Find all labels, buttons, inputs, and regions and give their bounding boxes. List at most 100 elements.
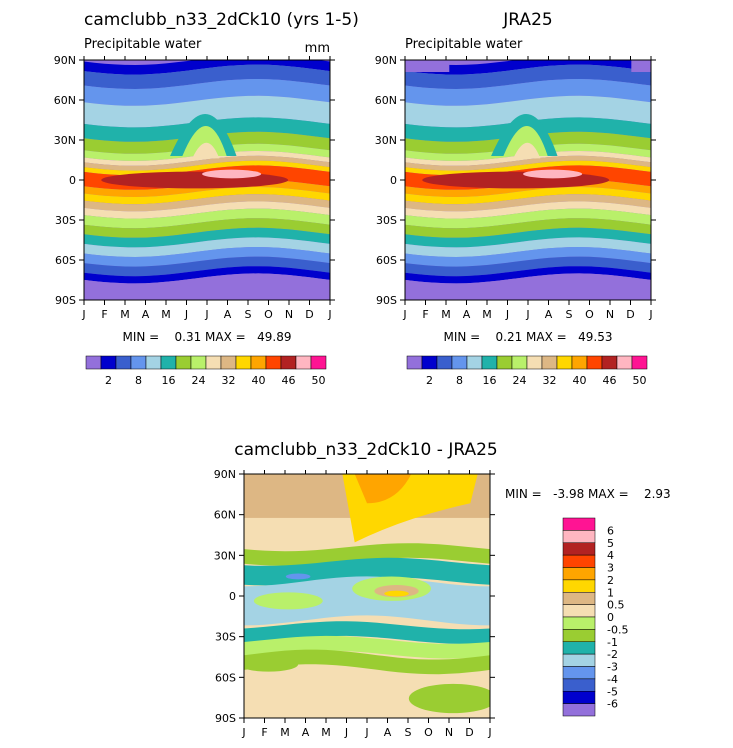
- x-tick-label: A: [463, 308, 471, 321]
- x-tick-label: J: [505, 308, 509, 321]
- colorbar-label: 2: [105, 374, 112, 387]
- y-tick-label: 60S: [215, 671, 236, 684]
- colorbar-swatch: [526, 355, 543, 370]
- polar-cap: [405, 60, 450, 72]
- y-tick-label: 30N: [214, 549, 236, 562]
- obs-title: JRA25: [502, 10, 552, 30]
- colorbar-swatch: [160, 355, 177, 370]
- x-tick-label: A: [142, 308, 150, 321]
- diff-colorbar-swatch: [562, 691, 596, 704]
- precip-band: [84, 79, 330, 106]
- diff-colorbar-label: -6: [607, 698, 618, 711]
- x-tick-label: D: [305, 308, 313, 321]
- colorbar-swatch: [100, 355, 117, 370]
- colorbar-label: 32: [543, 374, 557, 387]
- precip-band: [405, 256, 651, 277]
- x-tick-label: F: [101, 308, 107, 321]
- colorbar-swatch: [310, 355, 327, 370]
- colorbar-swatch: [130, 355, 147, 370]
- y-tick-label: 30S: [55, 214, 76, 227]
- colorbar-swatch: [631, 355, 648, 370]
- obs-minmax: MIN = 0.21 MAX = 49.53: [444, 330, 613, 344]
- precip-band: [405, 187, 651, 205]
- x-tick-label: J: [184, 308, 188, 321]
- diff-band: [244, 649, 490, 675]
- x-tick-label: A: [302, 726, 310, 739]
- diff-colorbar-label: 6: [607, 524, 614, 537]
- obs-panel: JRA25 Precipitable water 90N 60N 30N 0 30S 60…: [375, 10, 656, 344]
- model-title: camclubb_n33_2dCk10 (yrs 1-5): [84, 10, 359, 30]
- y-tick-label: 90S: [215, 712, 236, 725]
- diff-colorbar-label: -5: [607, 685, 618, 698]
- diff-band: [244, 543, 490, 566]
- precip-band: [84, 64, 330, 89]
- diff-colorbar-swatch: [562, 653, 596, 667]
- precip-band: [405, 95, 651, 128]
- colorbar-label: 50: [312, 374, 326, 387]
- colorbar-label: 8: [456, 374, 463, 387]
- diff-colorbar-swatch: [562, 629, 596, 642]
- precip-band: [84, 218, 330, 238]
- colorbar-swatch: [205, 355, 222, 370]
- diff-colorbar-label: -0.5: [607, 623, 628, 636]
- diff-colorbar-swatch: [562, 678, 596, 692]
- x-tick-label: J: [525, 308, 529, 321]
- diff-colorbar-swatch: [562, 666, 596, 680]
- summer-tongue-inner: [503, 126, 548, 156]
- x-tick-label: J: [327, 308, 331, 321]
- colorbar-label: 24: [513, 374, 527, 387]
- colorbar-swatch: [466, 355, 483, 370]
- precip-band: [405, 60, 651, 75]
- x-tick-label: N: [606, 308, 614, 321]
- y-tick-label: 0: [69, 174, 76, 187]
- precip-band: [405, 247, 651, 267]
- colorbar-label: 8: [135, 374, 142, 387]
- diff-band: [244, 621, 490, 644]
- colorbar-label: 16: [483, 374, 497, 387]
- diff-colorbar-label: 2: [607, 574, 614, 587]
- precip-band: [405, 266, 651, 284]
- diff-region: [285, 573, 311, 580]
- x-tick-label: A: [545, 308, 553, 321]
- colorbar-swatch: [115, 355, 132, 370]
- colorbar-label: 40: [252, 374, 266, 387]
- precip-band: [84, 60, 330, 75]
- precip-band: [84, 247, 330, 267]
- x-tick-label: J: [81, 308, 85, 321]
- x-tick-label: O: [585, 308, 594, 321]
- precip-band: [84, 256, 330, 277]
- tropical-peak: [523, 169, 583, 179]
- precip-band: [84, 208, 330, 229]
- y-tick-label: 0: [390, 174, 397, 187]
- precip-band: [84, 227, 330, 248]
- precip-band: [405, 218, 651, 238]
- precip-band: [405, 160, 651, 176]
- summer-tongue-core: [192, 142, 220, 159]
- precip-band: [84, 266, 330, 284]
- x-tick-label: J: [344, 726, 348, 739]
- x-tick-label: F: [422, 308, 428, 321]
- model-panel: camclubb_n33_2dCk10 (yrs 1-5) Precipitab…: [54, 10, 359, 344]
- colorbar-swatch: [451, 355, 468, 370]
- colorbar-swatch: [496, 355, 513, 370]
- colorbar-swatch: [295, 355, 312, 370]
- diff-region: [354, 474, 412, 504]
- colorbar-swatch: [280, 355, 297, 370]
- diff-colorbar-label: -3: [607, 661, 618, 674]
- model-contour-map: [84, 60, 330, 300]
- diff-region: [244, 657, 299, 672]
- x-tick-label: A: [224, 308, 232, 321]
- x-tick-label: S: [405, 726, 412, 739]
- y-tick-label: 60N: [54, 94, 76, 107]
- precip-band: [405, 201, 651, 219]
- x-tick-label: M: [280, 726, 290, 739]
- x-tick-label: D: [626, 308, 634, 321]
- y-tick-label: 0: [229, 590, 236, 603]
- precip-band: [84, 201, 330, 219]
- colorbar-swatch: [220, 355, 237, 370]
- diff-colorbar-swatch: [562, 554, 596, 568]
- model-colorbar: 2 8 16 24 32 40 46 50: [85, 355, 327, 387]
- colorbar-label: 46: [603, 374, 617, 387]
